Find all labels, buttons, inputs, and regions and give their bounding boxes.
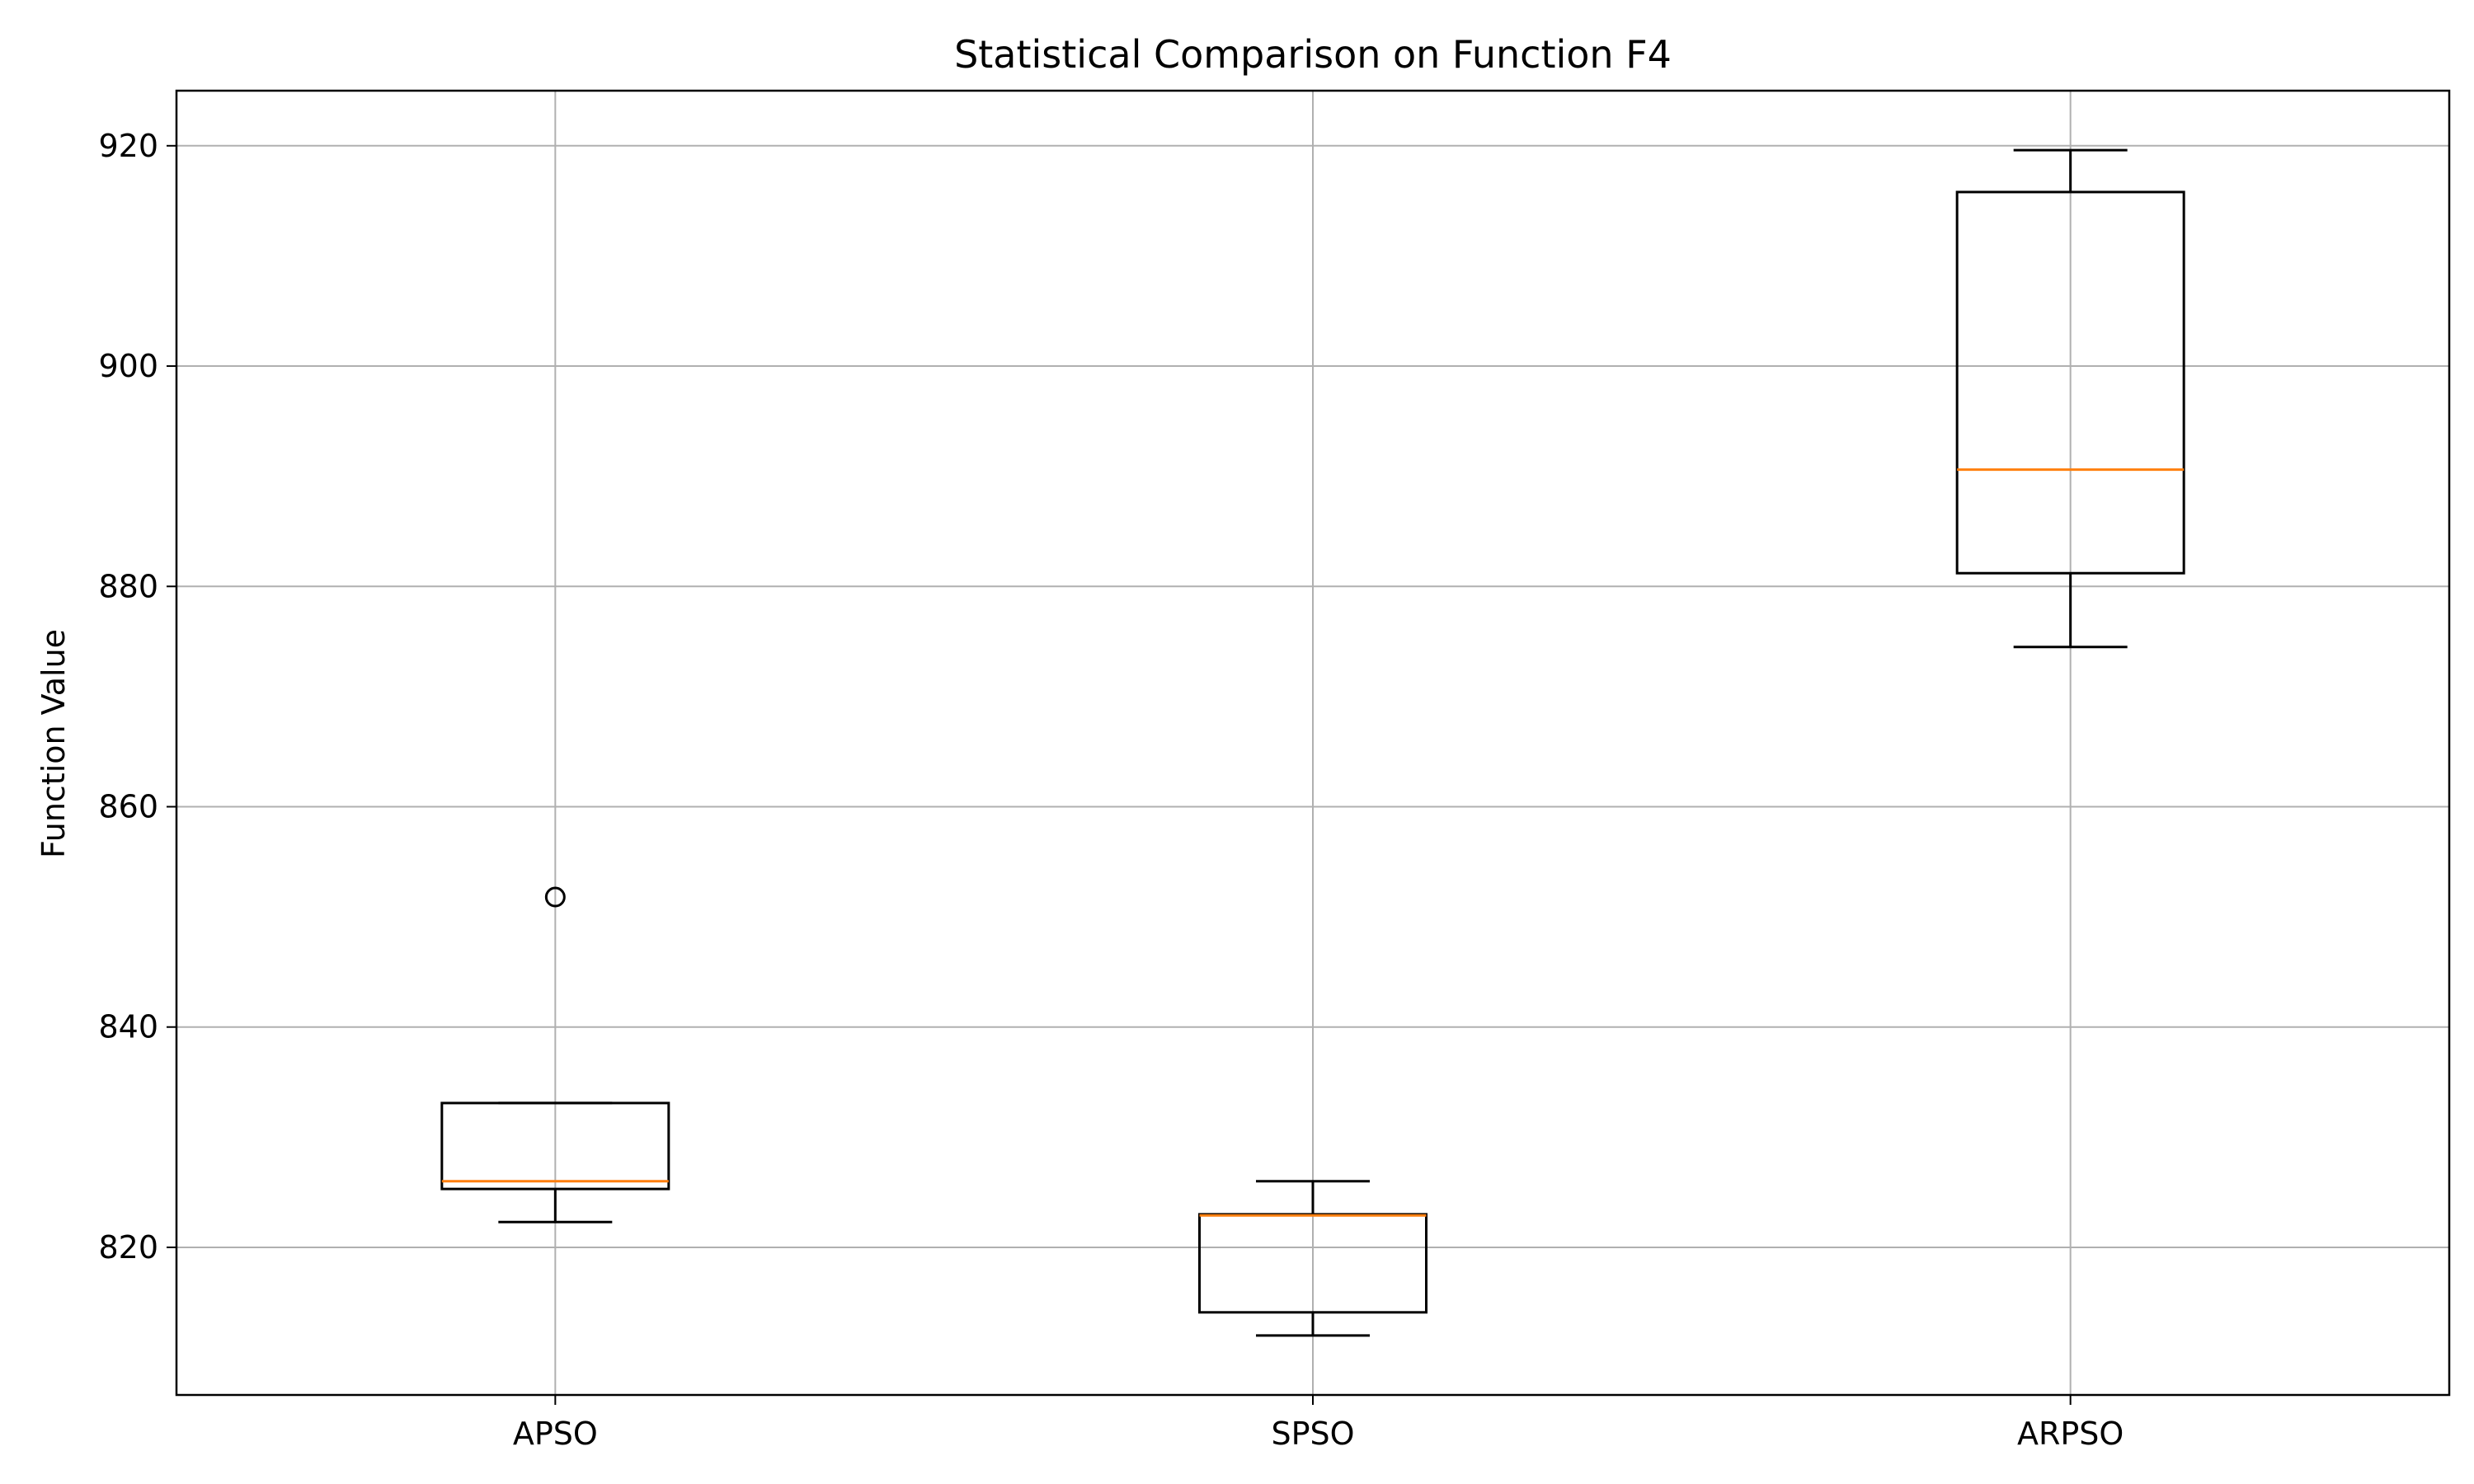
box-series (440, 148, 2185, 1337)
box-arpso (1955, 148, 2185, 649)
y-tick-label: 840 (98, 1009, 158, 1045)
y-tick-label: 880 (98, 568, 158, 604)
grid-lines (176, 91, 2449, 1395)
y-tick-label: 920 (98, 128, 158, 164)
axis-ticks: 820 840 860 880 900 920 APSO SPSO ARPSO (98, 128, 2124, 1452)
box-iqr (440, 1101, 670, 1190)
x-tick-label: SPSO (1271, 1416, 1354, 1452)
outlier-point (544, 886, 566, 908)
y-tick-label: 860 (98, 788, 158, 824)
box-iqr (1955, 190, 2185, 575)
x-tick-label: APSO (513, 1416, 598, 1452)
box-spso (1198, 1180, 1427, 1337)
y-tick-label: 820 (98, 1229, 158, 1266)
chart-title: Statistical Comparison on Function F4 (954, 32, 1672, 77)
box-apso (440, 886, 670, 1223)
y-tick-label: 900 (98, 348, 158, 384)
x-tick-label: ARPSO (2017, 1416, 2124, 1452)
y-axis-label: Function Value (35, 629, 72, 858)
